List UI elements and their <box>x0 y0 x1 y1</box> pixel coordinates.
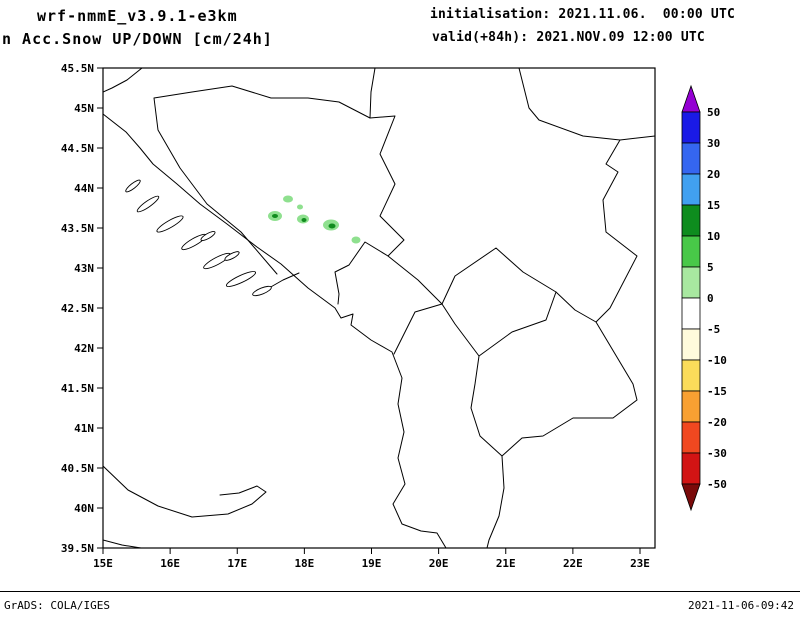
lat-tick-label: 43N <box>74 262 94 275</box>
lat-tick-label: 41N <box>74 422 94 435</box>
island-outline <box>156 215 184 233</box>
lon-tick-label: 18E <box>294 557 314 570</box>
colorbar-segment <box>681 359 701 392</box>
lat-tick-label: 40.5N <box>61 462 94 475</box>
lat-tick-label: 39.5N <box>61 542 94 555</box>
border-albania-greece <box>470 355 505 548</box>
snow-patch-core <box>301 218 307 222</box>
colorbar-segment <box>681 111 701 144</box>
snow-patch <box>351 236 361 244</box>
geography-layer <box>103 68 655 548</box>
border-montenegro-serbia <box>387 255 443 305</box>
colorbar-label: 5 <box>707 261 714 274</box>
colorbar-label: -30 <box>707 447 727 460</box>
colorbar-label: 0 <box>707 292 714 305</box>
border-croatia-serbia <box>369 68 376 119</box>
init-time-label: initialisation: 2021.11.06. 00:00 UTC <box>430 7 736 22</box>
coastline-italy-south <box>103 539 142 548</box>
colorbar-label: 50 <box>707 106 720 119</box>
colorbar-label: 10 <box>707 230 720 243</box>
snow-patch-core <box>328 223 336 229</box>
colorbar-segment <box>681 328 701 361</box>
lon-tick-label: 17E <box>227 557 247 570</box>
colorbar-segment <box>681 204 701 237</box>
lon-tick-label: 15E <box>93 557 113 570</box>
island-outline <box>136 195 160 213</box>
colorbar-segment <box>681 390 701 423</box>
lat-tick-label: 40N <box>74 502 94 515</box>
island-outline <box>252 285 272 297</box>
island-outline <box>225 271 257 287</box>
border-montenegro-albania <box>393 303 443 355</box>
colorbar-segment <box>681 421 701 454</box>
colorbar-segment <box>681 173 701 206</box>
creation-timestamp: 2021-11-06-09:42 <box>688 599 794 612</box>
lat-tick-label: 41.5N <box>61 382 94 395</box>
border-bosnia <box>153 85 405 305</box>
lat-tick-label: 44.5N <box>61 142 94 155</box>
colorbar-segment <box>681 266 701 299</box>
snow-patch <box>283 195 293 203</box>
lon-tick-label: 20E <box>429 557 449 570</box>
lat-tick-label: 45.5N <box>61 62 94 75</box>
lon-tick-label: 22E <box>563 557 583 570</box>
lat-tick-label: 43.5N <box>61 222 94 235</box>
border-kosovo <box>441 247 557 357</box>
border-macedonia <box>501 321 638 457</box>
lat-tick-label: 45N <box>74 102 94 115</box>
lon-tick-label: 16E <box>160 557 180 570</box>
border-serbia-east <box>518 68 655 323</box>
grads-credit: GrADS: COLA/IGES <box>4 599 110 612</box>
colorbar-label: 30 <box>707 137 720 150</box>
colorbar-arrow-up <box>681 84 701 113</box>
model-title: wrf-nmmE_v3.9.1-e3km <box>37 7 238 25</box>
lat-tick-label: 44N <box>74 182 94 195</box>
colorbar-segment <box>681 142 701 175</box>
colorbar-label: -5 <box>707 323 720 336</box>
colorbar-label: 20 <box>707 168 720 181</box>
lon-tick-label: 19E <box>362 557 382 570</box>
snow-patch-core <box>272 214 278 218</box>
lat-tick-label: 42N <box>74 342 94 355</box>
island-outline <box>125 179 141 193</box>
valid-time-label: valid(+84h): 2021.NOV.09 12:00 UTC <box>432 30 705 45</box>
colorbar-arrow-down <box>681 483 701 512</box>
colorbar-segment <box>681 297 701 330</box>
colorbar-label: -20 <box>707 416 727 429</box>
coastline-adriatic <box>103 113 447 548</box>
island-outline <box>200 231 216 241</box>
colorbar-label: -15 <box>707 385 727 398</box>
colorbar-label: 15 <box>707 199 720 212</box>
colorbar-label: -10 <box>707 354 727 367</box>
colorbar-segment <box>681 235 701 268</box>
colorbar-label: -50 <box>707 478 727 491</box>
coastline-italy-heel <box>103 465 267 518</box>
product-title: n Acc.Snow UP/DOWN [cm/24h] <box>2 30 273 48</box>
border-serbia-macedonia <box>555 291 597 323</box>
island-outline <box>224 251 240 261</box>
island-outline <box>203 252 231 270</box>
snow-patch <box>297 204 303 210</box>
lon-tick-label: 21E <box>496 557 516 570</box>
border-topleft <box>103 68 143 93</box>
lon-tick-label: 23E <box>630 557 650 570</box>
lat-tick-label: 42.5N <box>61 302 94 315</box>
island-outline <box>181 233 207 251</box>
colorbar-segment <box>681 452 701 485</box>
footer-divider <box>0 591 800 592</box>
